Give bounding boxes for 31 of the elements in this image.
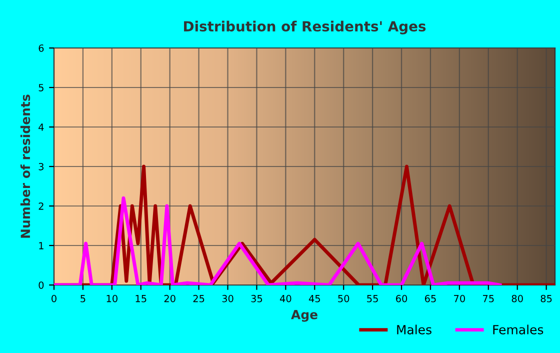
x-tick-label: 10 [106,294,118,302]
y-tick-label: 1 [39,242,44,250]
x-tick-label: 5 [80,295,86,302]
y-tick-label: 3 [38,162,44,170]
x-tick-label: 80 [512,294,523,302]
legend-label: Females [493,324,544,334]
legend-label: Males [397,324,432,334]
x-tick-label: 35 [251,294,262,302]
x-tick-label: 15 [136,295,146,302]
x-tick-label: 85 [540,294,552,302]
x-tick-label: 75 [483,295,494,302]
x-tick-label: 40 [280,294,292,302]
chart-title: Distribution of Residents' Ages [184,20,426,34]
line-series [54,196,502,285]
x-tick-label: 0 [52,294,56,302]
x-tick-label: 50 [338,294,350,302]
y-tick-label: 5 [38,84,44,92]
x-tick-label: 25 [193,294,204,302]
x-tick-label: 45 [308,295,320,302]
y-axis-title: Number of residents [20,94,30,238]
x-tick-label: 70 [454,294,465,302]
x-tick-label: 30 [222,294,234,302]
y-tick-label: 0 [38,281,44,289]
y-tick-label: 2 [38,202,44,210]
y-tick-label: 6 [38,44,44,52]
x-tick-label: 55 [367,295,378,302]
x-tick-label: 65 [424,294,436,302]
x-tick-label: 60 [396,294,408,302]
y-tick-label: 4 [38,124,44,131]
x-tick-label: 20 [164,294,176,302]
x-axis-title: Age [291,310,318,322]
